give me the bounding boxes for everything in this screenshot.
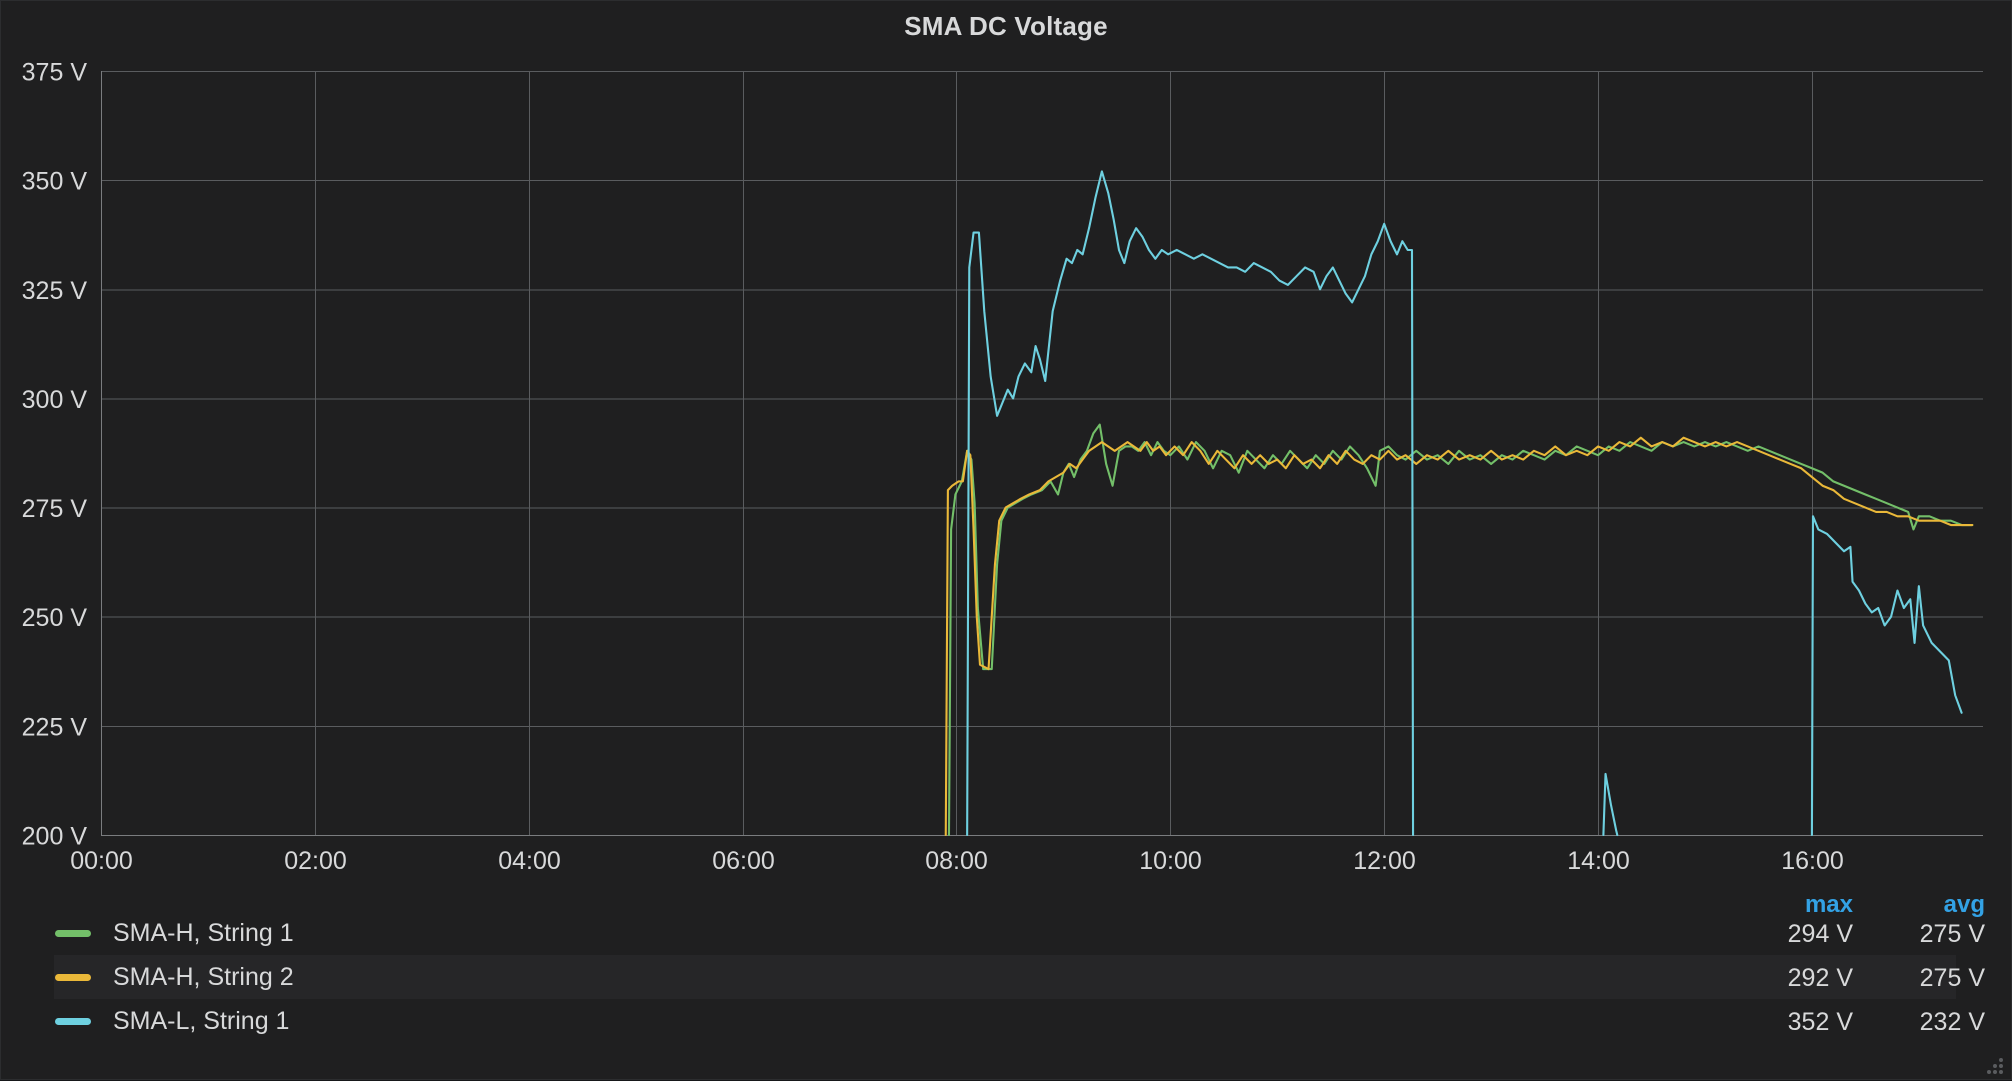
x-axis-tick-label: 04:00 xyxy=(498,847,561,871)
legend-color-swatch-icon[interactable] xyxy=(55,1018,91,1025)
legend-value-max: 352 V xyxy=(1787,1008,1853,1036)
legend-color-swatch-icon[interactable] xyxy=(55,974,91,981)
legend-value-avg: 275 V xyxy=(1919,920,1985,948)
resize-grip-icon[interactable] xyxy=(1987,1056,2005,1074)
series-line xyxy=(944,436,1974,837)
x-axis-tick-label: 00:00 xyxy=(70,847,133,871)
x-axis-tick-label: 14:00 xyxy=(1567,847,1630,871)
y-axis-tick-label: 300 V xyxy=(22,386,88,414)
legend-col-max[interactable]: max xyxy=(1804,891,1853,918)
y-axis-tick-label: 375 V xyxy=(22,59,88,87)
legend-series-label[interactable]: SMA-L, String 1 xyxy=(113,1007,290,1035)
y-axis-tick-label: 225 V xyxy=(22,713,88,741)
x-axis-tick-label: 10:00 xyxy=(1139,847,1202,871)
y-axis-tick-label: 200 V xyxy=(22,823,88,851)
legend-header: max avg xyxy=(1,887,2012,927)
legend-col-avg[interactable]: avg xyxy=(1943,891,1985,918)
series-line xyxy=(1602,772,1619,837)
legend-series-label[interactable]: SMA-H, String 2 xyxy=(113,963,294,991)
y-axis-tick-label: 350 V xyxy=(22,168,88,196)
legend-series-label[interactable]: SMA-H, String 1 xyxy=(113,919,294,947)
y-axis-tick-label: 250 V xyxy=(22,604,88,632)
panel-title: SMA DC Voltage xyxy=(904,11,1108,41)
legend-value-avg: 275 V xyxy=(1919,964,1985,992)
legend-value-avg: 232 V xyxy=(1919,1008,1985,1036)
x-axis-tick-label: 08:00 xyxy=(925,847,988,871)
x-axis-tick-label: 12:00 xyxy=(1353,847,1416,871)
chart-svg[interactable]: 200 V 225 V 250 V 275 V 300 V 325 V 350 V 375 V… xyxy=(1,1,2012,871)
legend-item-highlight xyxy=(54,955,1956,999)
legend-item[interactable]: SMA-L, String 1 352 V 232 V xyxy=(1,999,2012,1043)
series-line xyxy=(966,170,1415,837)
y-axis-tick-label: 275 V xyxy=(22,495,88,523)
y-axis-tick-label: 325 V xyxy=(22,277,88,305)
x-axis-tick-label: 06:00 xyxy=(712,847,775,871)
legend-value-max: 292 V xyxy=(1787,964,1853,992)
series-line xyxy=(1810,515,1963,837)
plot-area[interactable]: 200 V 225 V 250 V 275 V 300 V 325 V 350 V 375 V… xyxy=(1,1,2012,871)
legend-item[interactable]: SMA-H, String 2 292 V 275 V xyxy=(1,955,2012,999)
legend[interactable]: max avg SMA-H, String 1 294 V 275 V SMA-H, … xyxy=(1,887,2012,1081)
legend-item[interactable]: SMA-H, String 1 294 V 275 V xyxy=(1,911,2012,955)
legend-color-swatch-icon[interactable] xyxy=(55,930,91,937)
x-axis-tick-label: 02:00 xyxy=(284,847,347,871)
legend-value-max: 294 V xyxy=(1787,920,1853,948)
series-line xyxy=(947,423,1974,837)
x-axis-tick-label: 16:00 xyxy=(1781,847,1844,871)
